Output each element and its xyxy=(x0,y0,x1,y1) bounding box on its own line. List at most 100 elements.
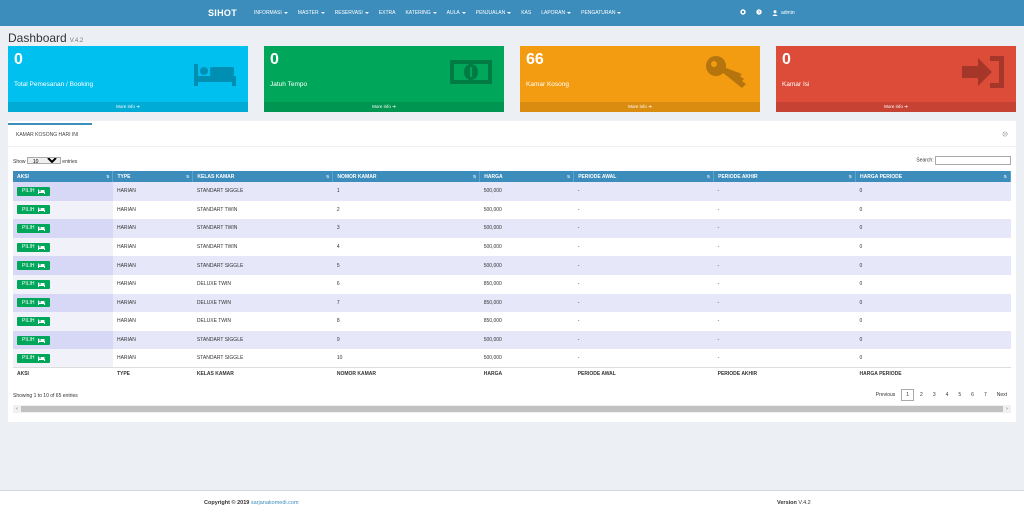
horizontal-scrollbar[interactable]: ‹ › xyxy=(13,405,1011,413)
column-header[interactable]: AKSI ⇅ xyxy=(13,171,114,182)
nav-item-informasi[interactable]: INFORMASI xyxy=(254,10,288,16)
more-info-link[interactable]: More info ➔ xyxy=(264,102,504,112)
cell-nomor: 7 xyxy=(332,293,480,313)
pagination-page-5[interactable]: 5 xyxy=(958,392,962,398)
user-menu[interactable]: admin xyxy=(772,10,795,16)
cell-harga: 500,000 xyxy=(479,237,574,257)
scrollbar-thumb[interactable] xyxy=(21,406,1003,412)
table-row: PILIH HARIAN STANDART TWIN 2 500,000- -0 xyxy=(13,200,1011,220)
site-link[interactable]: sarjanakomedi.com xyxy=(250,500,299,506)
nav-item-aula[interactable]: AULA xyxy=(447,10,466,16)
nav-item-laporan[interactable]: LAPORAN xyxy=(541,10,572,16)
column-header[interactable]: TYPE ⇅ xyxy=(112,171,194,182)
pagination-next[interactable]: Next xyxy=(996,392,1007,398)
pilih-label: PILIH xyxy=(22,225,35,232)
table-row: PILIH HARIAN STANDART TWIN 4 500,000- -0 xyxy=(13,237,1011,257)
cell-harga: 850,000 xyxy=(479,293,574,313)
column-header[interactable]: HARGA PERIODE ⇅ xyxy=(855,171,1011,182)
pagination-page-3[interactable]: 3 xyxy=(932,392,936,398)
more-info-text: More info xyxy=(884,104,903,109)
bed-icon xyxy=(37,263,45,269)
aksi-cell: PILIH xyxy=(13,293,113,313)
info-box-value: 0 xyxy=(270,51,279,68)
column-header[interactable]: PERIODE AWAL ⇅ xyxy=(573,171,715,182)
pagination-page-7[interactable]: 7 xyxy=(983,392,987,398)
scroll-right-icon[interactable]: › xyxy=(1006,406,1008,412)
nav-item-kas[interactable]: KAS xyxy=(521,10,531,16)
cell-kelas: DELUXE TWIN xyxy=(192,274,333,294)
panel-header: KAMAR KOSONG HARI INI xyxy=(8,125,1016,147)
nav-item-extra[interactable]: EXTRA xyxy=(379,10,396,16)
settings-icon[interactable] xyxy=(756,9,762,17)
nav-item-penjualan[interactable]: PENJUALAN xyxy=(476,10,512,16)
gear-icon[interactable] xyxy=(1002,131,1008,137)
brand-logo[interactable]: SIHOT xyxy=(208,8,238,18)
page-footer: Copyright © 2019 sarjanakomedi.com Versi… xyxy=(0,490,1024,515)
bed-icon xyxy=(37,300,45,306)
caret-down-icon xyxy=(283,11,288,14)
bed-icon xyxy=(194,64,236,86)
top-navbar: SIHOT INFORMASI MASTER RESERVASI EXTRA KATER… xyxy=(0,0,1024,26)
money-icon xyxy=(450,60,492,84)
cell-kelas: STANDART SIGGLE xyxy=(192,256,333,275)
aksi-cell: PILIH xyxy=(13,330,113,350)
aksi-cell: PILIH xyxy=(13,274,113,294)
sort-icon: ⇅ xyxy=(186,174,190,179)
cell-nomor: 2 xyxy=(332,200,480,220)
pagination-page-2[interactable]: 2 xyxy=(920,392,923,398)
more-info-link[interactable]: More info ➔ xyxy=(8,102,248,112)
pilih-label: PILIH xyxy=(22,299,35,306)
pagination-page-6[interactable]: 6 xyxy=(971,392,974,398)
info-box-value: 0 xyxy=(782,51,791,68)
column-header[interactable]: PERIODE AKHIR ⇅ xyxy=(713,171,857,182)
column-header-label: PERIODE AWAL xyxy=(578,173,617,180)
cell-harga-periode: 0 xyxy=(855,219,1011,238)
nav-item-pengaturan[interactable]: PENGATURAN xyxy=(581,10,622,16)
cell-harga: 500,000 xyxy=(479,219,574,238)
cell-harga-periode: 0 xyxy=(855,237,1011,257)
column-header[interactable]: NOMOR KAMAR ⇅ xyxy=(332,171,481,182)
aksi-cell: PILIH xyxy=(13,200,113,220)
pilih-button[interactable]: PILIH xyxy=(17,353,50,363)
pilih-button[interactable]: PILIH xyxy=(17,261,50,271)
pilih-button[interactable]: PILIH xyxy=(17,205,50,215)
column-footer-label: HARGA xyxy=(483,370,503,377)
nav-item-label: AULA xyxy=(446,10,460,16)
scroll-left-icon[interactable]: ‹ xyxy=(16,406,18,412)
cell-kelas: DELUXE TWIN xyxy=(192,293,333,313)
info-box-value: 66 xyxy=(526,51,544,68)
pilih-button[interactable]: PILIH xyxy=(17,186,50,196)
cell-type: HARIAN xyxy=(112,312,193,331)
sort-icon: ⇅ xyxy=(848,174,853,179)
column-header-label: NOMOR KAMAR xyxy=(337,173,377,180)
pilih-button[interactable]: PILIH xyxy=(17,335,50,345)
search-input[interactable] xyxy=(935,156,1011,165)
pilih-button[interactable]: PILIH xyxy=(17,223,50,233)
caret-down-icon xyxy=(432,11,437,14)
pagination-page-4[interactable]: 4 xyxy=(945,392,949,398)
pagination-page-1[interactable]: 1 xyxy=(901,389,915,401)
more-info-link[interactable]: More info ➔ xyxy=(520,102,760,112)
cell-akhir: - xyxy=(713,349,856,368)
more-info-link[interactable]: More info ➔ xyxy=(776,102,1016,112)
cell-harga-periode: 0 xyxy=(855,274,1011,294)
globe-icon[interactable] xyxy=(740,9,746,17)
nav-item-reservasi[interactable]: RESERVASI xyxy=(335,10,369,16)
pilih-button[interactable]: PILIH xyxy=(17,316,50,326)
pilih-button[interactable]: PILIH xyxy=(17,298,50,308)
pilih-button[interactable]: PILIH xyxy=(17,242,50,252)
nav-item-katering[interactable]: KATERING xyxy=(405,10,437,16)
column-header[interactable]: KELAS KAMAR ⇅ xyxy=(192,171,334,182)
cell-harga-periode: 0 xyxy=(855,312,1011,331)
cell-harga-periode: 0 xyxy=(855,349,1011,368)
pagination-previous[interactable]: Previous xyxy=(875,392,896,398)
table-info: Showing 1 to 10 of 65 entries xyxy=(13,393,78,399)
nav-item-master[interactable]: MASTER xyxy=(298,10,325,16)
entries-select[interactable]: 10 xyxy=(26,157,61,164)
column-header[interactable]: HARGA ⇅ xyxy=(479,171,575,182)
sort-icon: ⇅ xyxy=(106,174,110,179)
pilih-button[interactable]: PILIH xyxy=(17,279,50,289)
page-title-text: Dashboard xyxy=(8,31,67,45)
column-footer: HARGA PERIODE xyxy=(855,367,1011,379)
cell-akhir: - xyxy=(713,312,856,331)
